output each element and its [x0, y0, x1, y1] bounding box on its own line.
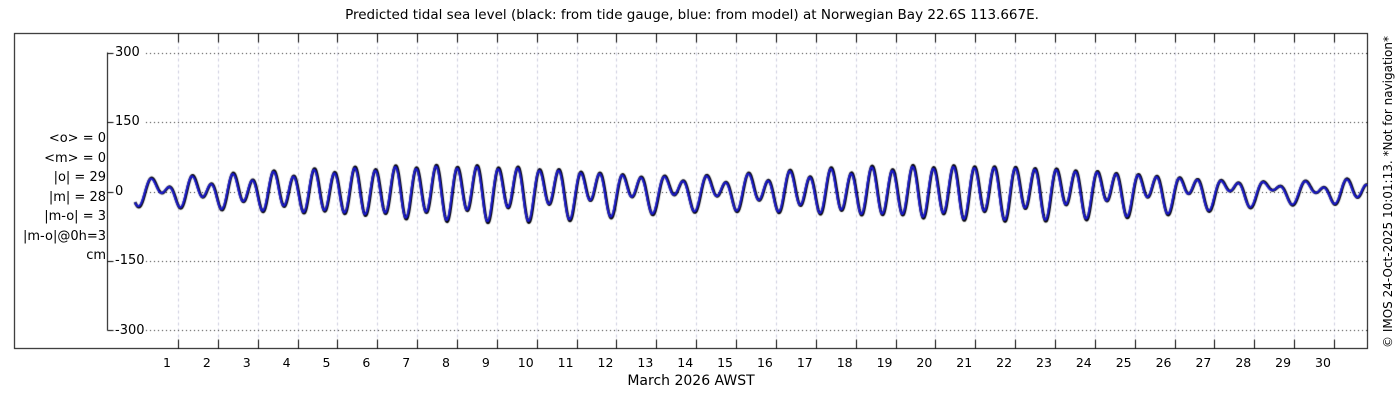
x-tick-label: 9 — [481, 355, 490, 370]
y-tick-label-300: 300 — [115, 45, 140, 60]
x-tick-label: 18 — [836, 355, 853, 370]
y-tick-label-neg300: -300 — [115, 323, 145, 338]
x-tick-label: 8 — [442, 355, 450, 370]
x-tick-label: 7 — [402, 355, 411, 370]
x-tick-label: 28 — [1235, 355, 1252, 370]
x-tick-label: 27 — [1195, 355, 1212, 370]
x-tick-label: 26 — [1155, 355, 1172, 370]
x-tick-label: 23 — [1036, 355, 1052, 370]
x-tick-label: 11 — [557, 355, 574, 370]
x-tick-label: 20 — [916, 355, 933, 370]
stat-abs-diff-0h: |m-o|@0h=3 — [23, 228, 106, 244]
x-tick-label: 25 — [1115, 355, 1132, 370]
copyright-note: © IMOS 24-Oct-2025 10:01:13. *Not for na… — [1381, 36, 1395, 348]
y-tick-label-150: 150 — [115, 114, 140, 129]
x-tick-label: 30 — [1315, 355, 1331, 370]
x-tick-label: 4 — [282, 355, 291, 370]
x-tick-label: 5 — [322, 355, 331, 370]
x-tick-label: 22 — [996, 355, 1013, 370]
x-tick-label: 19 — [876, 355, 893, 370]
stat-abs-diff: |m-o| = 3 — [44, 209, 106, 224]
stat-abs-obs: |o| = 29 — [53, 170, 106, 185]
y-tick-label-neg150: -150 — [115, 253, 145, 268]
x-tick-label: 13 — [637, 355, 654, 370]
stat-mean-model: <m> = 0 — [44, 150, 106, 166]
stat-mean-obs: <o> = 0 — [48, 131, 106, 146]
stat-units: cm — [86, 248, 106, 263]
x-tick-label: 17 — [796, 355, 813, 370]
x-tick-label: 15 — [717, 355, 734, 370]
x-tick-label: 24 — [1075, 355, 1092, 370]
chart-title: Predicted tidal sea level (black: from t… — [345, 7, 1039, 23]
stats-block: <o> = 0 <m> = 0 |o| = 29 |m| = 28 |m-o| … — [18, 129, 106, 266]
x-tick-label: 2 — [202, 355, 211, 370]
x-tick-label: 3 — [242, 355, 251, 370]
stat-abs-model: |m| = 28 — [48, 189, 106, 205]
x-tick-label: 1 — [163, 355, 171, 370]
y-tick-label-0: 0 — [115, 184, 124, 199]
x-tick-label: 6 — [362, 355, 371, 370]
x-tick-label: 14 — [677, 355, 694, 370]
x-tick-label: 21 — [956, 355, 973, 370]
x-tick-label: 29 — [1275, 355, 1292, 370]
x-tick-label: 12 — [597, 355, 614, 370]
x-tick-label: 16 — [756, 355, 773, 370]
x-axis-label: March 2026 AWST — [627, 373, 755, 389]
x-tick-label: 10 — [517, 355, 534, 370]
